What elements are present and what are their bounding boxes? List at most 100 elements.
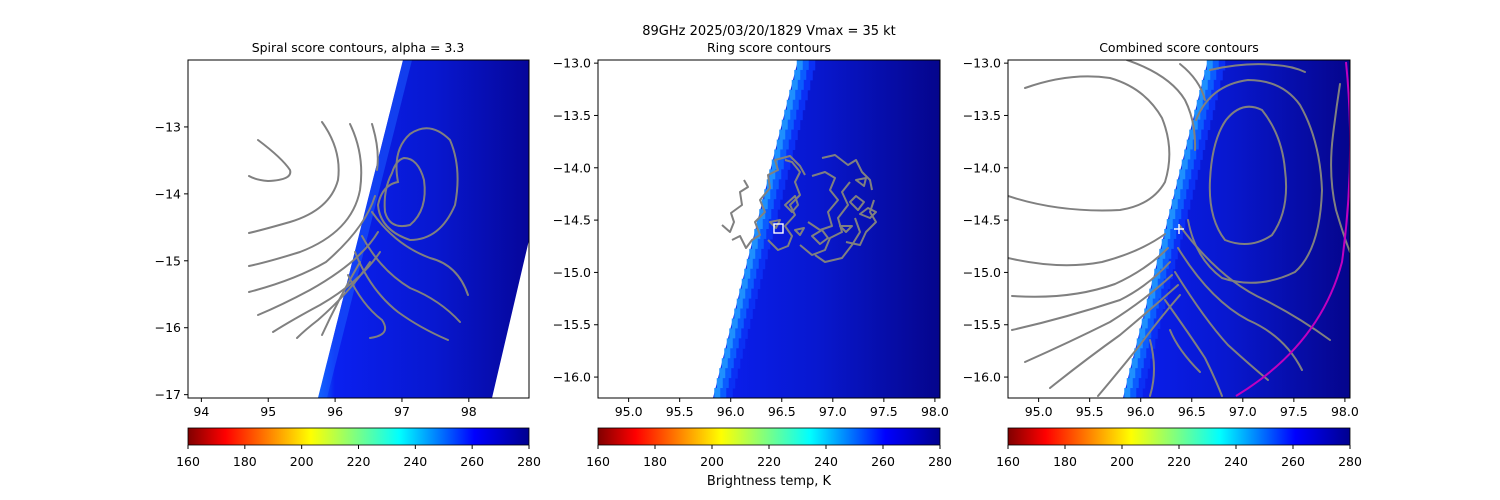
y-tick-label: −14.5	[553, 213, 591, 228]
edge-pixel	[1180, 189, 1187, 200]
edge-pixel	[1168, 258, 1176, 270]
edge-pixel	[1164, 229, 1171, 240]
edge-pixel	[725, 368, 732, 379]
edge-pixel	[1196, 99, 1204, 111]
edge-pixel	[791, 79, 799, 91]
plot-frame	[597, 59, 941, 399]
edge-pixel	[1141, 318, 1149, 329]
edge-pixel	[742, 298, 750, 310]
edge-pixel	[1208, 99, 1216, 111]
x-tick-label: 96.5	[1178, 404, 1206, 419]
edge-pixel	[730, 348, 737, 359]
edge-pixel	[1146, 298, 1154, 310]
edge-pixel	[1201, 79, 1209, 91]
y-tick-label: −13.0	[963, 56, 1001, 71]
edge-pixel	[1211, 89, 1218, 101]
edge-pixel	[1176, 179, 1184, 190]
edge-pixel	[780, 149, 787, 160]
colorbar-tick-label: 260	[871, 454, 895, 469]
edge-pixel	[1167, 238, 1175, 250]
edge-pixel	[796, 60, 804, 71]
edge-pixel	[1203, 119, 1211, 131]
colorbar-label: Brightness temp, K	[707, 474, 832, 489]
colorbar-tick-label: 280	[517, 454, 541, 469]
edge-pixel	[755, 248, 762, 260]
edge-pixel	[776, 139, 784, 150]
panel-title: Ring score contours	[707, 40, 831, 55]
colorbar-tick-label: 180	[233, 454, 257, 469]
edge-pixel	[1160, 268, 1167, 280]
edge-pixel	[785, 129, 792, 141]
x-tick-label: 98.0	[921, 404, 949, 419]
edge-pixel	[726, 338, 734, 349]
edge-pixel	[1137, 358, 1145, 369]
edge-pixel	[757, 238, 765, 250]
edge-pixel	[1169, 209, 1176, 220]
y-tick-label: −15.0	[963, 265, 1001, 280]
edge-pixel	[724, 348, 731, 359]
edge-pixel	[744, 268, 751, 280]
edge-pixel	[1178, 219, 1186, 230]
edge-pixel	[761, 199, 769, 210]
edge-pixel	[1166, 268, 1173, 280]
edge-pixel	[732, 338, 740, 349]
edge-pixel	[748, 298, 756, 310]
edge-pixel	[1184, 149, 1191, 160]
edge-pixel	[1213, 79, 1221, 91]
edge-pixel	[802, 60, 810, 71]
edge-pixel	[1181, 159, 1189, 170]
plot-frame	[187, 59, 530, 399]
edge-pixel	[1202, 99, 1210, 111]
panel-ring: Ring score contours	[553, 40, 949, 419]
edge-pixel	[772, 179, 780, 190]
colorbar-3: 160 180 200 220 240 260 280	[996, 427, 1362, 469]
edge-pixel	[716, 378, 724, 389]
edge-pixel	[720, 388, 727, 398]
edge-pixel	[714, 388, 721, 398]
edge-pixel	[769, 169, 776, 180]
edge-pixel	[751, 288, 758, 300]
edge-pixel	[753, 278, 761, 290]
edge-pixel	[1142, 338, 1150, 349]
colorbar-tick-label: 160	[586, 454, 610, 469]
y-tick-label: −14.0	[553, 160, 591, 175]
edge-pixel	[782, 139, 790, 150]
edge-pixel	[751, 238, 759, 250]
edge-pixel	[1144, 308, 1151, 319]
edge-pixel	[801, 89, 808, 101]
edge-pixel	[767, 199, 775, 210]
panel-combined: Combined score contours	[963, 40, 1359, 419]
x-ticks: 94 95 96 97 98	[193, 398, 477, 419]
y-tick-label: −13	[155, 119, 181, 134]
panel-title: Combined score contours	[1099, 40, 1259, 55]
edge-pixel	[1189, 129, 1196, 141]
x-tick-label: 94	[193, 404, 209, 419]
edge-pixel	[1191, 119, 1199, 131]
colorbar-tick-label: 180	[643, 454, 667, 469]
edge-pixel	[779, 129, 786, 141]
edge-pixel	[737, 318, 745, 329]
edge-pixel	[790, 109, 797, 121]
edge-pixel	[795, 89, 802, 101]
edge-pixel	[754, 229, 761, 240]
colorbar-tick-label: 160	[996, 454, 1020, 469]
y-ticks: −13 −14 −15 −16 −17	[155, 119, 188, 402]
edge-pixel	[1186, 189, 1193, 200]
colorbar-tick-label: 180	[1053, 454, 1077, 469]
edge-pixel	[1124, 388, 1131, 398]
x-tick-label: 96.0	[1127, 404, 1155, 419]
figure-title: 89GHz 2025/03/20/1829 Vmax = 35 kt	[642, 24, 896, 39]
edge-pixel	[756, 268, 763, 280]
edge-pixel	[1206, 109, 1213, 121]
y-tick-label: −15.5	[963, 317, 1001, 332]
edge-pixel	[721, 358, 729, 369]
edge-pixel	[1165, 248, 1172, 260]
edge-pixel	[796, 109, 803, 121]
edge-pixel	[1185, 169, 1192, 180]
y-tick-label: −14	[155, 186, 181, 201]
edge-pixel	[745, 288, 752, 300]
edge-pixel	[756, 219, 764, 230]
edge-pixel	[781, 169, 788, 180]
edge-pixel	[1188, 179, 1196, 190]
x-tick-label: 98.0	[1331, 404, 1359, 419]
